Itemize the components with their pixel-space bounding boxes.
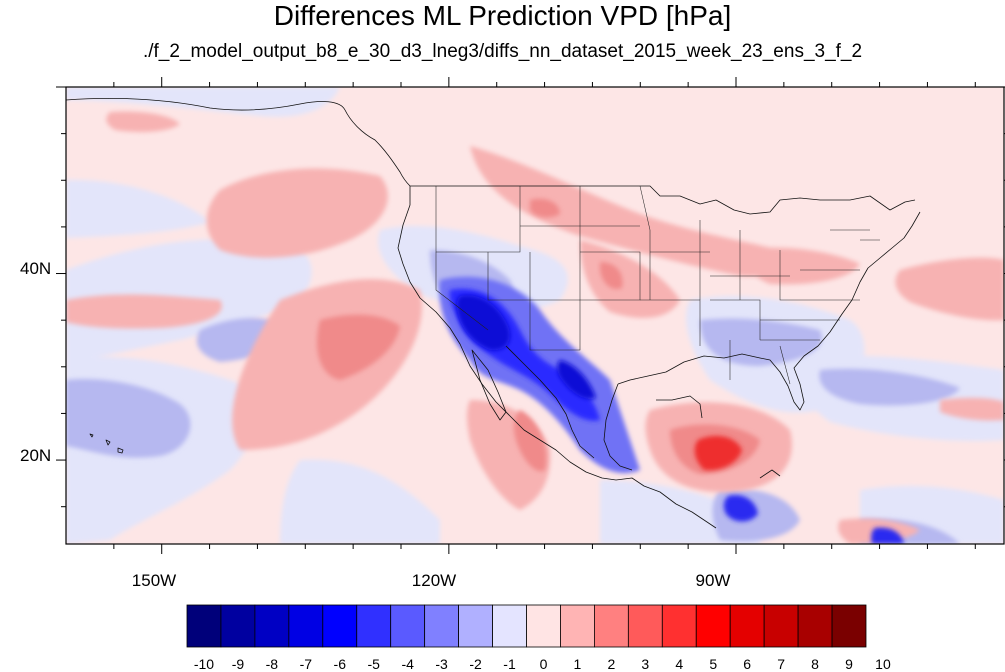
colorbar-label: -5	[367, 656, 380, 672]
colorbar-swatch	[356, 604, 392, 648]
colorbar-label: 8	[811, 656, 819, 672]
colorbar-label: -8	[266, 656, 279, 672]
colorbar-label: 0	[540, 656, 548, 672]
lon-label-120w: 120W	[412, 571, 456, 590]
lat-label-20n: 20N	[20, 446, 51, 465]
colorbar-swatch	[492, 604, 527, 648]
colorbar-label: 6	[743, 656, 751, 672]
colorbar-swatch	[695, 604, 731, 648]
colorbar	[186, 604, 867, 648]
colorbar-swatch	[458, 604, 493, 648]
colorbar-label: -9	[232, 656, 245, 672]
colorbar-swatch	[288, 604, 324, 648]
colorbar-swatch	[560, 604, 595, 648]
colorbar-label: -1	[503, 656, 516, 672]
colorbar-label: 10	[875, 656, 891, 672]
colorbar-swatch	[186, 604, 222, 648]
lat-label-40n: 40N	[20, 259, 51, 278]
colorbar-swatch	[424, 604, 459, 648]
colorbar-swatch	[729, 604, 765, 648]
colorbar-swatch	[627, 604, 663, 648]
map-title: Differences ML Prediction VPD [hPa]	[273, 0, 732, 31]
colorbar-label: -7	[300, 656, 313, 672]
colorbar-label: -4	[401, 656, 414, 672]
colorbar-label: -6	[334, 656, 347, 672]
map-frame	[65, 86, 1005, 545]
colorbar-label: 7	[777, 656, 785, 672]
colorbar-swatch	[220, 604, 256, 648]
colorbar-swatch	[797, 604, 833, 648]
colorbar-label: 5	[709, 656, 717, 672]
colorbar-swatch	[254, 604, 290, 648]
colorbar-labels: -10 -9 -8 -7 -6 -5 -4 -3 -2 -1 0 1 2 3 4 5 6 7 8 9 10	[194, 656, 891, 672]
colorbar-label: -2	[469, 656, 482, 672]
colorbar-label: -3	[435, 656, 448, 672]
colorbar-swatch	[763, 604, 799, 648]
coastline-outlines	[66, 98, 921, 529]
lon-label-90w: 90W	[696, 571, 731, 590]
colorbar-swatch	[594, 604, 629, 648]
colorbar-swatch	[322, 604, 358, 648]
difference-field	[66, 87, 1004, 544]
colorbar-label: 2	[607, 656, 615, 672]
lon-label-150w: 150W	[132, 571, 176, 590]
state-borders	[435, 185, 880, 385]
colorbar-label: 4	[675, 656, 683, 672]
colorbar-label: 3	[641, 656, 649, 672]
colorbar-label: 1	[574, 656, 582, 672]
colorbar-swatch	[526, 604, 561, 648]
map-ticks	[56, 77, 1005, 554]
colorbar-swatch	[831, 604, 867, 648]
colorbar-swatch	[661, 604, 697, 648]
colorbar-label: 9	[845, 656, 853, 672]
colorbar-swatch	[390, 604, 426, 648]
colorbar-label: -10	[194, 656, 214, 672]
map-subtitle: ./f_2_model_output_b8_e_30_d3_lneg3/diff…	[142, 41, 863, 62]
